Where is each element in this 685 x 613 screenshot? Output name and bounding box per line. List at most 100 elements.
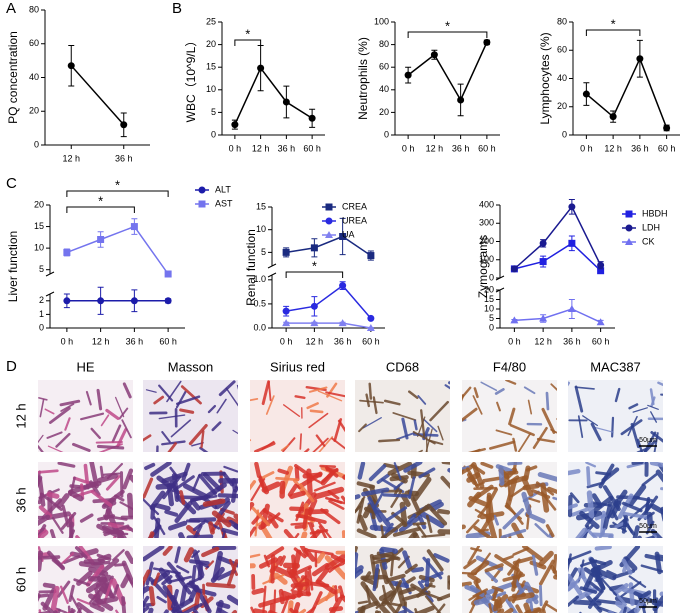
tissue-fiber bbox=[621, 558, 633, 575]
y-tick-label: 2 bbox=[39, 295, 44, 305]
tissue-fiber bbox=[480, 462, 494, 469]
tissue-fiber bbox=[334, 585, 338, 603]
axis-break bbox=[267, 272, 277, 278]
tissue-fiber bbox=[114, 494, 125, 502]
legend-marker bbox=[625, 224, 633, 232]
tissue-fiber bbox=[462, 465, 470, 470]
tissue-fiber bbox=[418, 467, 436, 479]
tissue-fiber bbox=[552, 554, 557, 574]
tissue-fiber bbox=[269, 603, 274, 613]
y-tick-label: 80 bbox=[29, 4, 39, 14]
tissue-fiber bbox=[258, 475, 265, 488]
tissue-fiber bbox=[161, 440, 186, 446]
data-point bbox=[164, 297, 172, 305]
tissue-fiber bbox=[176, 565, 190, 574]
y-tick-label: 20 bbox=[484, 284, 494, 294]
data-point bbox=[130, 297, 138, 305]
histology-image bbox=[143, 462, 238, 538]
tissue-fiber bbox=[359, 399, 384, 404]
data-line bbox=[585, 56, 668, 129]
tissue-fiber bbox=[126, 526, 133, 533]
tissue-fiber bbox=[177, 603, 197, 613]
tissue-fiber bbox=[174, 546, 181, 564]
legend-label: CREA bbox=[342, 201, 367, 211]
tissue-fiber bbox=[121, 596, 127, 613]
tissue-fiber bbox=[545, 603, 557, 613]
data-point bbox=[257, 64, 265, 72]
tissue-fiber bbox=[470, 547, 483, 552]
tissue-fiber bbox=[296, 584, 304, 598]
y-tick-label: 60 bbox=[379, 62, 389, 72]
tissue-fiber bbox=[96, 388, 103, 411]
tissue-fiber bbox=[79, 513, 94, 523]
tissue-fiber bbox=[168, 520, 188, 531]
tissue-fiber bbox=[579, 586, 598, 594]
tissue-fiber bbox=[621, 515, 628, 534]
tissue-fiber bbox=[254, 462, 262, 479]
data-point bbox=[567, 305, 576, 312]
tissue-fiber bbox=[150, 503, 156, 520]
tissue-fiber bbox=[636, 447, 648, 452]
tissue-fiber bbox=[538, 550, 554, 567]
data-point bbox=[310, 244, 318, 252]
y-tick-label: 1 bbox=[39, 309, 44, 319]
tissue-fiber bbox=[622, 606, 627, 613]
tissue-fiber bbox=[627, 415, 638, 437]
tissue-fiber bbox=[505, 380, 517, 385]
tissue-fiber bbox=[380, 546, 398, 554]
tissue-fiber bbox=[143, 498, 160, 516]
tissue-fiber bbox=[541, 407, 556, 434]
tissue-fiber bbox=[150, 462, 172, 477]
column-header: MAC387 bbox=[590, 359, 641, 374]
tissue-fiber bbox=[568, 573, 583, 596]
tissue-fiber bbox=[486, 516, 498, 538]
x-tick-label: 12 h bbox=[426, 143, 444, 153]
legend-marker bbox=[198, 200, 206, 208]
tissue-fiber bbox=[509, 423, 535, 437]
tissue-fiber bbox=[179, 490, 186, 505]
tissue-fiber bbox=[545, 524, 555, 538]
x-tick-label: 60 h bbox=[592, 336, 610, 346]
y-tick-label: 10 bbox=[256, 224, 266, 234]
tissue-fiber bbox=[383, 399, 401, 406]
tissue-fiber bbox=[577, 415, 584, 439]
tissue-fiber bbox=[287, 483, 299, 497]
tissue-fiber bbox=[38, 593, 41, 602]
tissue-fiber bbox=[568, 503, 578, 510]
tissue-fiber bbox=[497, 596, 503, 609]
tissue-fiber bbox=[414, 605, 435, 613]
legend-marker bbox=[325, 231, 333, 238]
histology-image bbox=[38, 380, 133, 452]
tissue-fiber bbox=[198, 560, 210, 569]
tissue-fiber bbox=[308, 566, 314, 591]
tissue-fiber bbox=[470, 560, 490, 576]
tissue-fiber bbox=[218, 380, 236, 397]
histology-image bbox=[462, 380, 557, 452]
y-tick-label: 0.0 bbox=[253, 322, 266, 332]
tissue-fiber bbox=[273, 572, 288, 585]
tissue-fiber bbox=[289, 490, 306, 499]
x-tick-label: 12 h bbox=[62, 153, 80, 163]
tissue-fiber bbox=[529, 601, 534, 613]
tissue-fiber bbox=[444, 384, 450, 390]
tissue-fiber bbox=[59, 399, 81, 407]
tissue-fiber bbox=[201, 482, 227, 501]
tissue-fiber bbox=[294, 466, 300, 482]
tissue-fiber bbox=[170, 594, 183, 613]
tissue-fiber bbox=[226, 559, 238, 587]
tissue-fiber bbox=[392, 526, 421, 537]
tissue-fiber bbox=[124, 550, 133, 565]
tissue-fiber bbox=[103, 524, 130, 537]
tissue-fiber bbox=[361, 487, 390, 497]
tissue-fiber bbox=[654, 551, 663, 575]
tissue-fiber bbox=[598, 527, 606, 538]
tissue-fiber bbox=[221, 530, 226, 538]
legend-marker bbox=[325, 217, 333, 225]
tissue-fiber bbox=[473, 387, 479, 399]
tissue-fiber bbox=[39, 398, 45, 418]
tissue-fiber bbox=[394, 603, 402, 613]
x-tick-label: 60 h bbox=[658, 143, 676, 153]
y-axis-label: Lymphocytes (%) bbox=[538, 32, 552, 124]
tissue-fiber bbox=[614, 387, 621, 403]
